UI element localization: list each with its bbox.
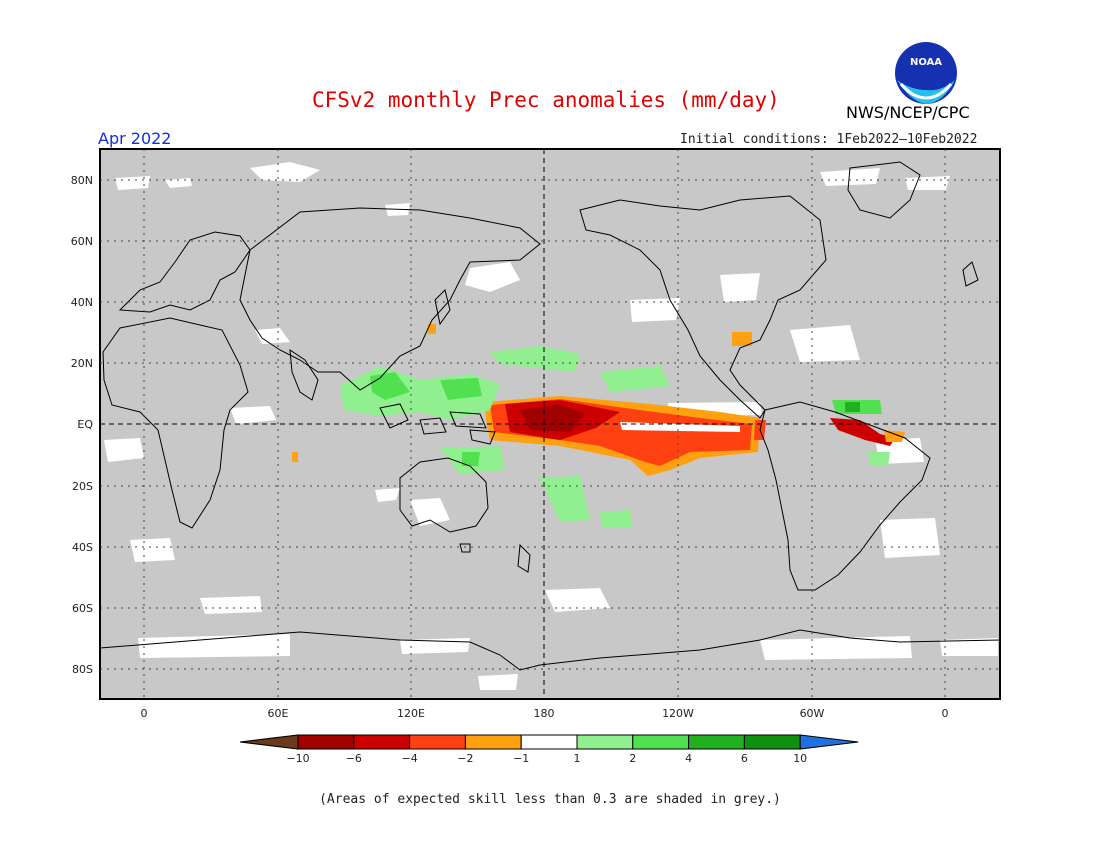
colorbar-bin [464,734,522,750]
positive-anomaly-region [340,346,890,528]
colorbar-bin [743,734,801,750]
latitude-axis: 80N 60N 40N 20N EQ 20S 40S 60S 80S [71,174,94,676]
agency-label: NWS/NCEP/CPC [846,103,970,122]
lat-label: 80S [72,663,93,676]
colorbar-label: 1 [574,752,581,765]
colorbar-label: −10 [286,752,309,765]
lon-label: 0 [942,707,949,720]
colorbar-arrow-left [239,734,299,750]
lon-label: 180 [534,707,555,720]
noaa-logo: NOAA [895,42,957,104]
lat-label: 60S [72,602,93,615]
colorbar-label: −6 [346,752,362,765]
lon-label: 60E [268,707,289,720]
colorbar-label: 10 [793,752,807,765]
forecast-month: Apr 2022 [98,129,172,148]
colorbar-bin [520,734,578,750]
colorbar-bin [576,734,634,750]
longitude-axis: 0 60E 120E 180 120W 60W 0 [141,707,949,720]
lon-label: 60W [800,707,825,720]
coastlines [99,161,1001,671]
lat-label: 60N [71,235,93,248]
colorbar-bin [353,734,411,750]
reference-lines [100,149,1000,699]
lat-label: 20S [72,480,93,493]
colorbar-label: −4 [401,752,417,765]
lat-label: 40N [71,296,93,309]
white-anomaly-patches [104,162,998,690]
colorbar-arrow-right [799,734,859,750]
logo-text: NOAA [910,57,942,68]
colorbar-bin [409,734,466,750]
negative-anomaly-region [292,324,905,476]
lon-label: 0 [141,707,148,720]
initial-conditions: Initial conditions: 1Feb2022–10Feb2022 [680,132,978,147]
lat-label: 40S [72,541,93,554]
colorbar: −10 −6 −4 −2 −1 1 2 4 6 10 [239,734,859,765]
lat-label: 80N [71,174,93,187]
lat-label: EQ [77,418,93,431]
colorbar-label: 2 [629,752,636,765]
footnote: (Areas of expected skill less than 0.3 a… [319,792,781,807]
colorbar-bin [632,734,690,750]
colorbar-label: 4 [685,752,692,765]
colorbar-label: 6 [741,752,748,765]
lon-label: 120W [662,707,694,720]
lat-label: 20N [71,357,93,370]
colorbar-bin [297,734,355,750]
colorbar-label: −1 [513,752,529,765]
colorbar-bin [688,734,745,750]
colorbar-label: −2 [457,752,473,765]
lon-label: 120E [397,707,425,720]
